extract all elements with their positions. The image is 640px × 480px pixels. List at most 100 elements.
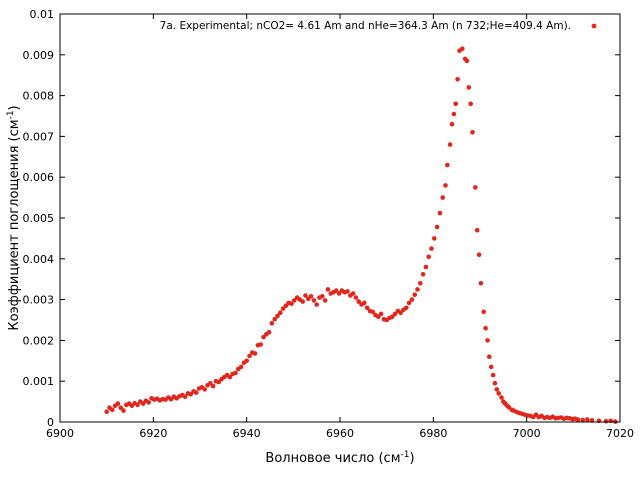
data-point-109	[409, 297, 415, 302]
x-axis-label-tail: )	[409, 451, 414, 466]
data-point-48	[238, 364, 244, 370]
data-point-56	[261, 334, 266, 340]
data-point-40	[216, 379, 221, 385]
data-point-95	[370, 309, 376, 315]
data-point-89	[353, 295, 359, 300]
y-axis-label-base: Коэффициент поглощения (см	[7, 119, 22, 330]
data-point-60	[272, 316, 278, 322]
data-point-53	[252, 351, 258, 356]
x-axis-label: Волновое число (см-1)	[265, 450, 414, 466]
data-point-182	[603, 418, 609, 424]
data-point-67	[292, 298, 297, 303]
data-point-105	[398, 310, 404, 316]
data-point-59	[269, 321, 275, 326]
y-tick-label-7: 0.007	[23, 130, 55, 143]
data-point-61	[275, 313, 280, 319]
data-point-71	[303, 293, 308, 298]
data-point-135	[473, 185, 478, 190]
data-point-148	[499, 395, 504, 400]
y-tick-label-2: 0.002	[23, 334, 55, 347]
data-point-15	[146, 400, 151, 405]
data-point-133	[468, 101, 474, 107]
data-point-179	[585, 417, 590, 422]
data-point-86	[345, 289, 350, 294]
data-point-78	[322, 298, 328, 303]
data-point-46	[233, 370, 238, 376]
y-tick-label-6: 0.006	[23, 171, 55, 184]
data-point-70	[300, 299, 306, 304]
data-point-98	[378, 311, 384, 317]
data-point-122	[445, 162, 450, 168]
legend: 7a. Experimental; nCO2= 4.61 Am and nHe=…	[160, 20, 597, 32]
data-point-146	[494, 387, 500, 392]
data-point-115	[426, 254, 432, 260]
data-points	[104, 46, 618, 424]
data-point-107	[404, 305, 409, 311]
legend-marker	[591, 23, 597, 29]
data-point-58	[266, 329, 272, 335]
data-point-142	[487, 354, 492, 360]
y-tick-label-9: 0.009	[23, 49, 55, 62]
x-axis-label-base: Волновое число (см	[265, 451, 400, 466]
data-point-30	[188, 392, 193, 397]
x-tick-label-4: 6980	[419, 427, 447, 440]
data-point-144	[490, 372, 496, 378]
data-point-117	[432, 236, 437, 241]
y-axis-ticks: 0 0.001 0.002 0.003 0.004 0.005 0.006 0.007 0.00…	[23, 8, 620, 429]
data-point-77	[320, 294, 325, 299]
data-point-75	[314, 302, 320, 307]
data-point-82	[334, 288, 339, 293]
data-point-114	[423, 264, 429, 270]
data-point-102	[390, 314, 395, 320]
x-tick-label-3: 6960	[326, 427, 354, 440]
data-point-35	[202, 387, 207, 392]
data-point-2	[110, 407, 115, 413]
data-point-145	[492, 380, 498, 386]
x-axis-label-sup: -1	[401, 450, 410, 460]
data-point-108	[406, 300, 412, 306]
data-point-116	[429, 246, 434, 251]
data-point-62	[278, 310, 283, 316]
x-axis-ticks: 6900 6920 6940 6960 6980 7000 7020	[46, 14, 634, 440]
data-point-83	[336, 291, 342, 296]
data-point-123	[447, 142, 453, 147]
data-point-136	[474, 227, 480, 233]
data-point-126	[453, 101, 459, 107]
data-point-121	[443, 183, 448, 188]
data-point-5	[118, 405, 123, 411]
data-point-73	[308, 294, 314, 299]
data-point-134	[470, 130, 475, 135]
data-point-97	[376, 314, 381, 320]
x-tick-label-6: 7020	[606, 427, 634, 440]
data-point-140	[483, 325, 488, 331]
legend-entry-label: 7a. Experimental; nCO2= 4.61 Am and nHe=…	[160, 20, 571, 32]
data-point-28	[182, 394, 188, 400]
y-tick-label-1: 0.001	[23, 375, 55, 388]
data-point-132	[466, 85, 472, 90]
data-point-74	[311, 298, 317, 303]
data-point-110	[412, 292, 418, 298]
data-point-64	[283, 303, 289, 309]
y-tick-label-0: 0	[47, 416, 54, 429]
data-point-66	[289, 301, 294, 307]
data-point-178	[580, 417, 585, 423]
data-point-111	[415, 287, 420, 292]
y-tick-label-8: 0.008	[23, 90, 55, 103]
data-point-124	[449, 121, 455, 127]
data-point-147	[496, 391, 502, 396]
data-point-93	[364, 305, 370, 311]
x-tick-label-2: 6940	[233, 427, 261, 440]
data-point-129	[460, 46, 465, 51]
data-point-90	[356, 299, 362, 304]
data-point-32	[194, 390, 199, 395]
data-point-103	[392, 311, 398, 317]
y-tick-label-4: 0.004	[23, 253, 55, 266]
data-point-38	[210, 383, 216, 389]
data-point-141	[485, 338, 490, 343]
data-point-13	[140, 401, 146, 406]
data-point-113	[420, 272, 426, 277]
data-point-92	[362, 300, 367, 306]
data-point-55	[258, 342, 264, 347]
